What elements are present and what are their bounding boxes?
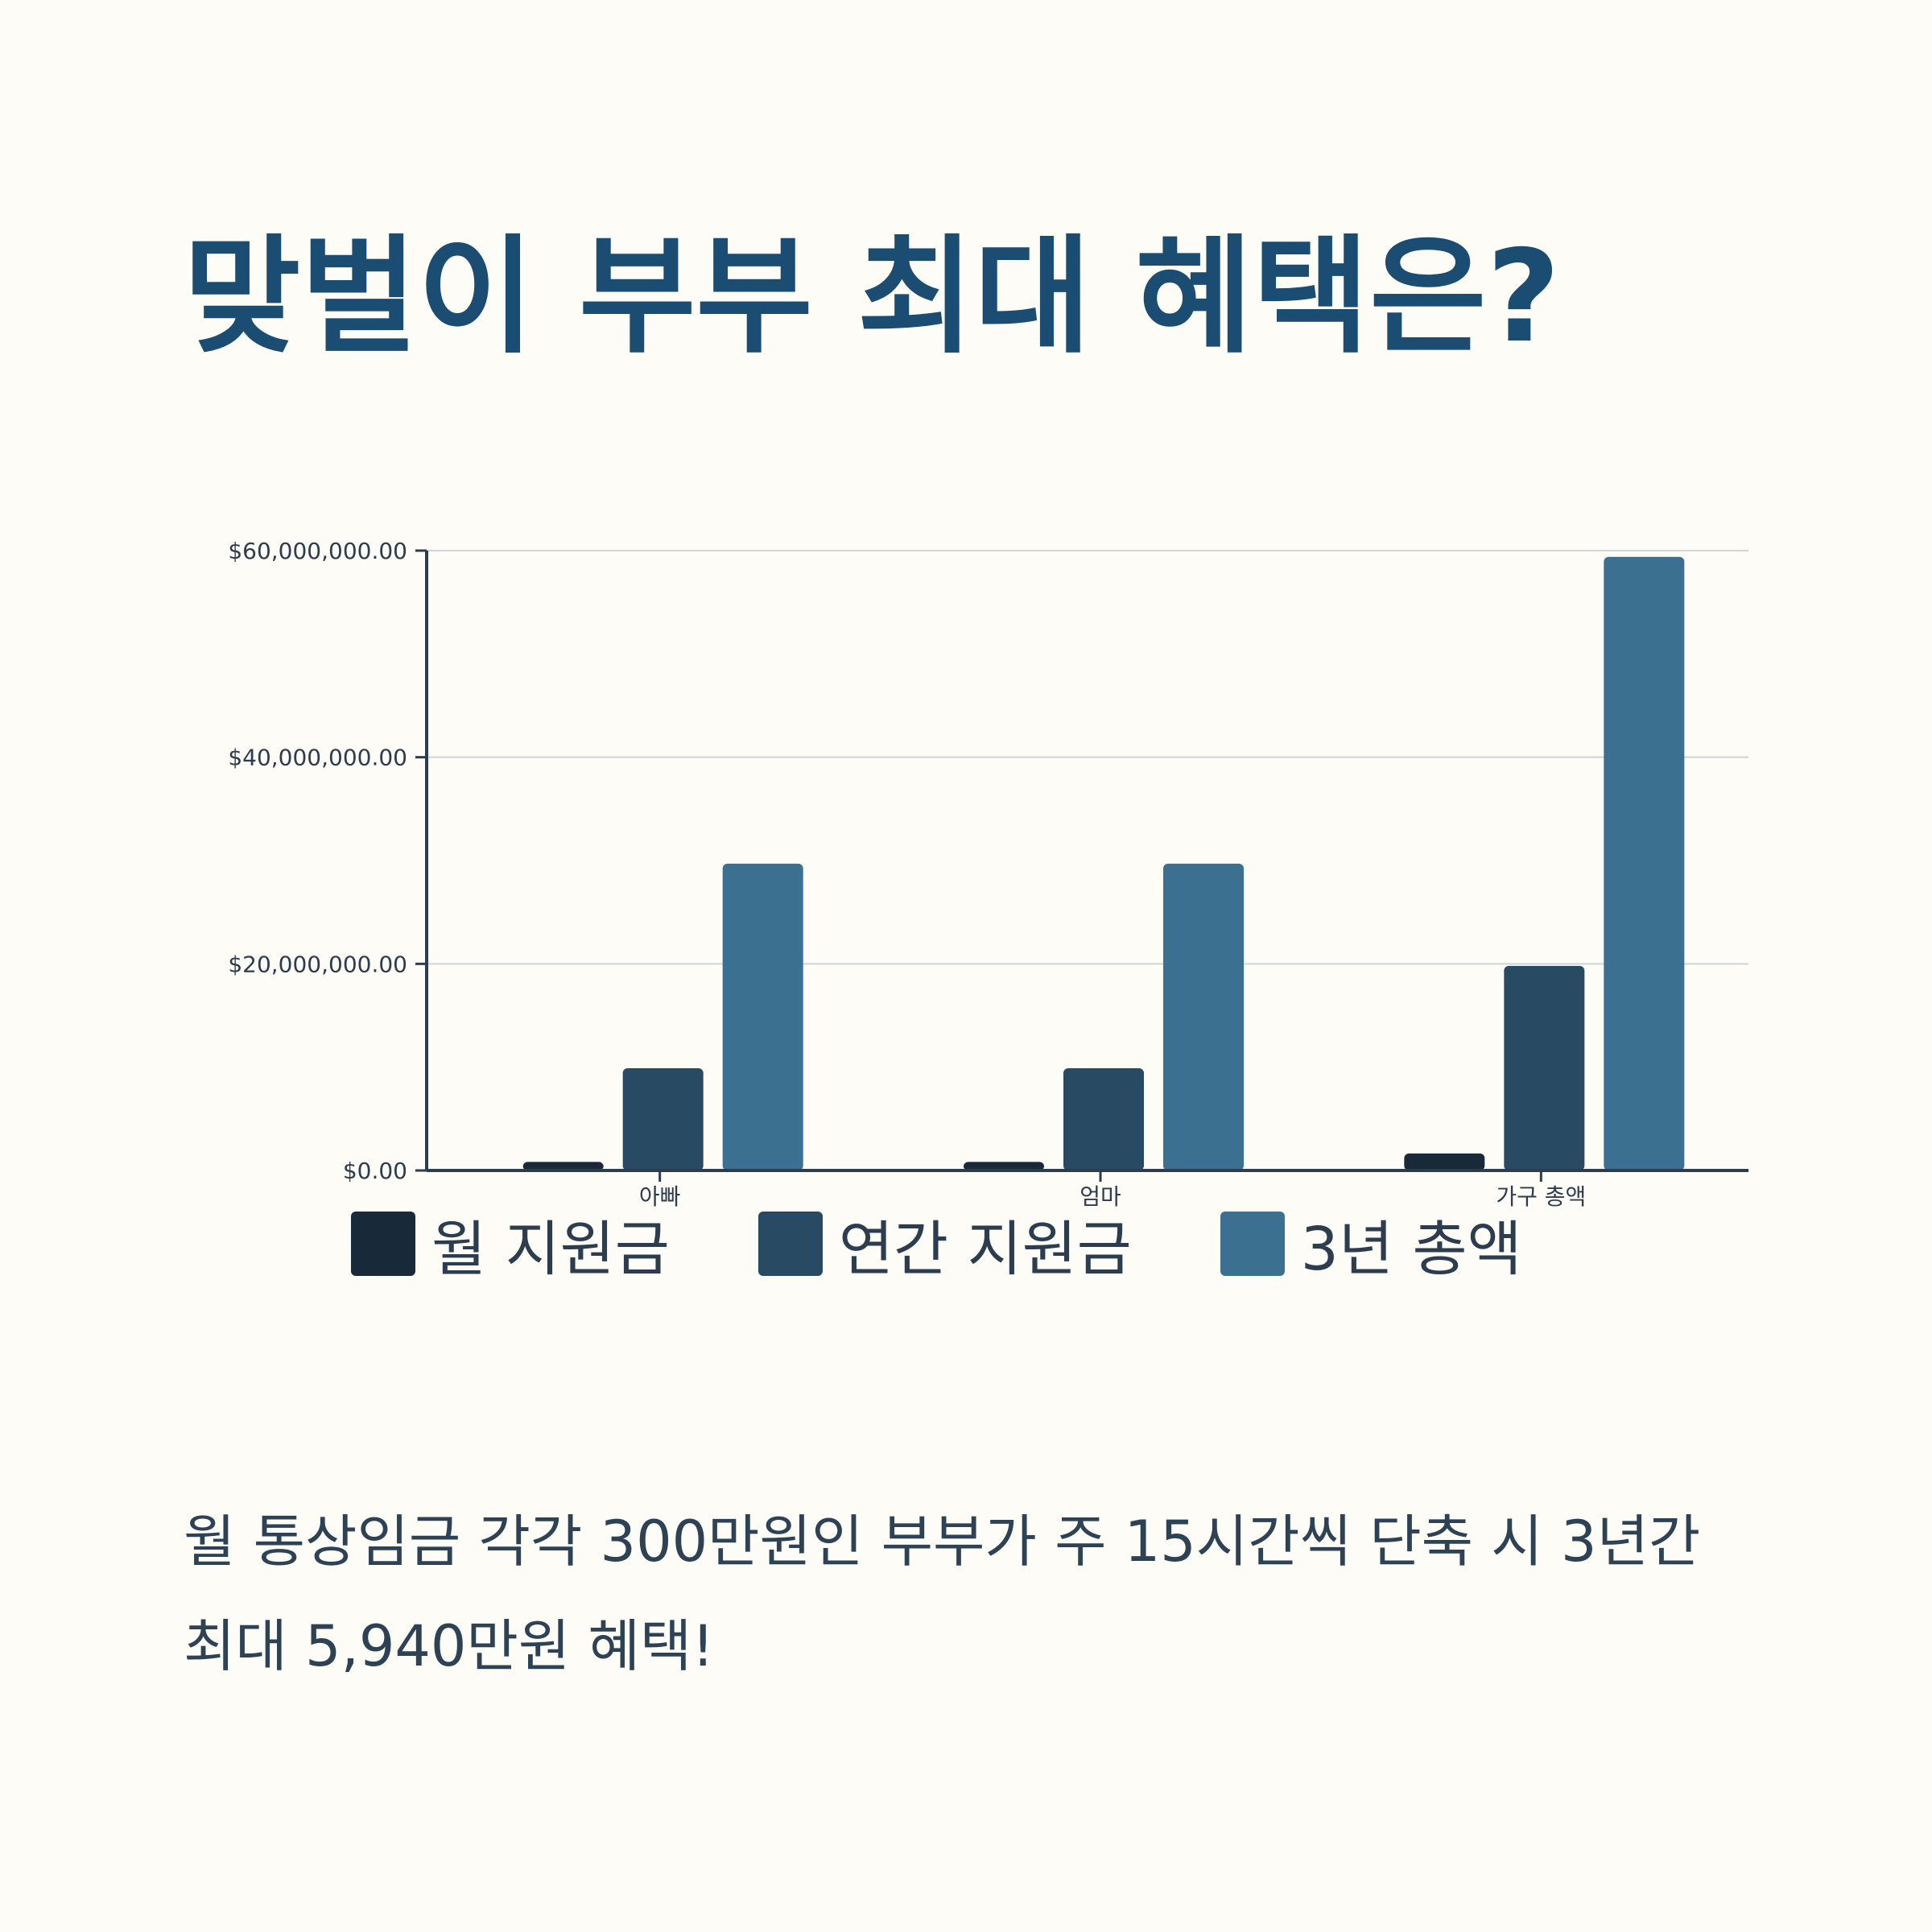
- bar-chart: $0.00 $20,000,000.00 $40,000,000.00 $60,000…: [228, 538, 1748, 1210]
- legend-swatch-monthly: [351, 1212, 415, 1276]
- bar: [1063, 1067, 1144, 1170]
- x-tick-label: 엄마: [1080, 1183, 1121, 1210]
- chart-title: 맞벌이 부부 최대 혜택은?: [184, 223, 1561, 371]
- bar: [964, 1162, 1044, 1170]
- bar: [1504, 965, 1585, 1170]
- bar: [622, 1067, 704, 1170]
- legend-item-three-year: 3년 총액: [1220, 1201, 1522, 1287]
- bar: [722, 863, 803, 1170]
- legend-label-monthly: 월 지원금: [431, 1214, 670, 1284]
- y-tick-label: $20,000,000.00: [228, 951, 407, 977]
- legend-label-annual: 연간 지원금: [838, 1214, 1132, 1284]
- legend-swatch-annual: [758, 1212, 823, 1276]
- bar: [1163, 863, 1244, 1170]
- legend-swatch-three-year: [1220, 1212, 1285, 1276]
- caption-text: 월 통상임금 각각 300만원인 부부가 주 15시간씩 단축 시 3년간 최대…: [184, 1509, 1701, 1679]
- x-tick-label: 아빠: [639, 1183, 681, 1210]
- legend-item-monthly: 월 지원금: [351, 1201, 670, 1287]
- x-tick-label: 가구 총액: [1496, 1183, 1586, 1210]
- bar: [522, 1162, 604, 1170]
- bar: [1404, 1153, 1485, 1170]
- chart-legend: 월 지원금 연간 지원금 3년 총액: [351, 1208, 1611, 1284]
- legend-label-three-year: 3년 총액: [1300, 1214, 1522, 1284]
- y-tick-label: $60,000,000.00: [228, 538, 407, 564]
- y-tick-label: $40,000,000.00: [228, 745, 407, 771]
- y-tick-label: $0.00: [343, 1158, 407, 1184]
- bar: [1604, 556, 1685, 1170]
- legend-item-annual: 연간 지원금: [758, 1201, 1132, 1287]
